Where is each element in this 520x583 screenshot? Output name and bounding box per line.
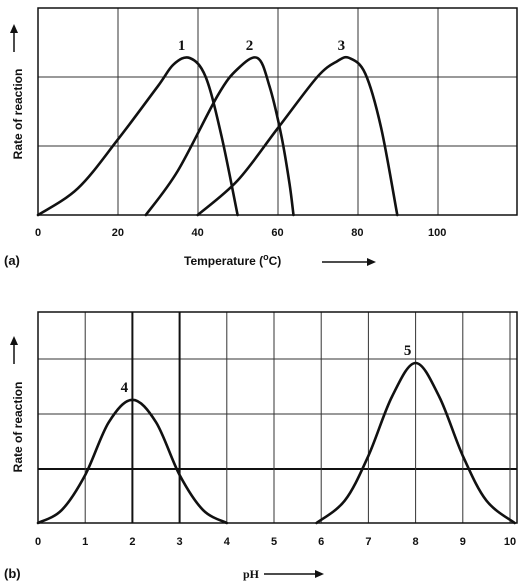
panel-b-x-tick-label: 7	[365, 536, 371, 548]
panel-b-curve-5	[315, 361, 516, 525]
panel-a-xlabel-sup: o	[263, 252, 269, 262]
panel-a-curve-label-1: 1	[178, 38, 186, 54]
panel-a-ylabel: Rate of reaction	[11, 69, 25, 160]
panel-a-x-tick-label: 60	[271, 227, 283, 239]
panel-b-x-tick-label: 9	[460, 536, 466, 548]
panel-b-x-tick-labels: 0 1 2 3 4 5 6 7 8 9 10	[35, 536, 516, 548]
panel-b-x-tick-label: 0	[35, 536, 41, 548]
panel-a-x-tick-label: 40	[192, 227, 204, 239]
panel-b-ylabel: Rate of reaction	[11, 382, 25, 473]
panel-a-x-tick-label: 0	[35, 227, 41, 239]
panel-a-curve-1	[36, 56, 239, 217]
panel-a-x-arrow	[322, 258, 376, 266]
panel-a-curve-label-3: 3	[338, 38, 346, 54]
panel-a-x-tick-label: 80	[351, 227, 363, 239]
panel-b-x-arrow	[264, 570, 324, 578]
panel-a-y-arrow	[10, 24, 18, 52]
panel-b-curve-label-4: 4	[121, 380, 129, 396]
panel-b-x-tick-label: 10	[504, 536, 516, 548]
panel-a-curves: 1 2 3	[36, 38, 399, 217]
panel-b-x-tick-label: 5	[271, 536, 277, 548]
panel-b-ph-chart: 0 1 2 3 4 5 6 7 8 9 10 45 Rate of reaction (b) pH	[4, 311, 518, 581]
panel-a-temperature-chart: 0 20 40 60 80 100 1 2 3 Rate of reaction (a) Te…	[4, 7, 518, 268]
panel-b-curves: 45	[36, 343, 516, 525]
panel-a-xlabel: Temperature (oC)	[184, 252, 281, 268]
panel-b-grid	[38, 358, 517, 470]
panel-b-letter: (b)	[4, 566, 21, 581]
panel-a-xlabel-tail: C)	[269, 254, 282, 268]
panel-a-x-tick-label: 20	[112, 227, 124, 239]
panel-a-grid	[38, 8, 517, 215]
panel-b-curve-label-5: 5	[404, 343, 412, 359]
panel-b-curve-4	[36, 398, 229, 525]
panel-a-letter: (a)	[4, 253, 20, 268]
panel-a-xlabel-main: Temperature (	[184, 254, 263, 268]
panel-a-curve-label-2: 2	[246, 38, 254, 54]
panel-b-xlabel: pH	[243, 567, 260, 581]
panel-b-x-tick-label: 1	[82, 536, 88, 548]
panel-b-x-tick-label: 2	[129, 536, 135, 548]
panel-b-x-tick-label: 4	[224, 536, 231, 548]
panel-b-y-axis-label: Rate of reaction	[11, 382, 25, 473]
panel-b-x-tick-label: 6	[318, 536, 324, 548]
panel-a-x-tick-labels: 0 20 40 60 80 100	[35, 227, 446, 239]
panel-b-frame	[37, 311, 518, 524]
panel-b-x-tick-label: 8	[413, 536, 419, 548]
panel-b-vertical-grid	[84, 312, 511, 523]
panel-a-y-axis-label: Rate of reaction	[11, 69, 25, 160]
panel-a-curve-3	[196, 55, 399, 217]
panel-b-x-tick-label: 3	[177, 536, 183, 548]
panel-a-x-tick-label: 100	[428, 227, 446, 239]
panel-a-frame	[37, 7, 518, 216]
panel-b-y-arrow	[10, 336, 18, 364]
panel-a-curve-2	[144, 56, 295, 217]
